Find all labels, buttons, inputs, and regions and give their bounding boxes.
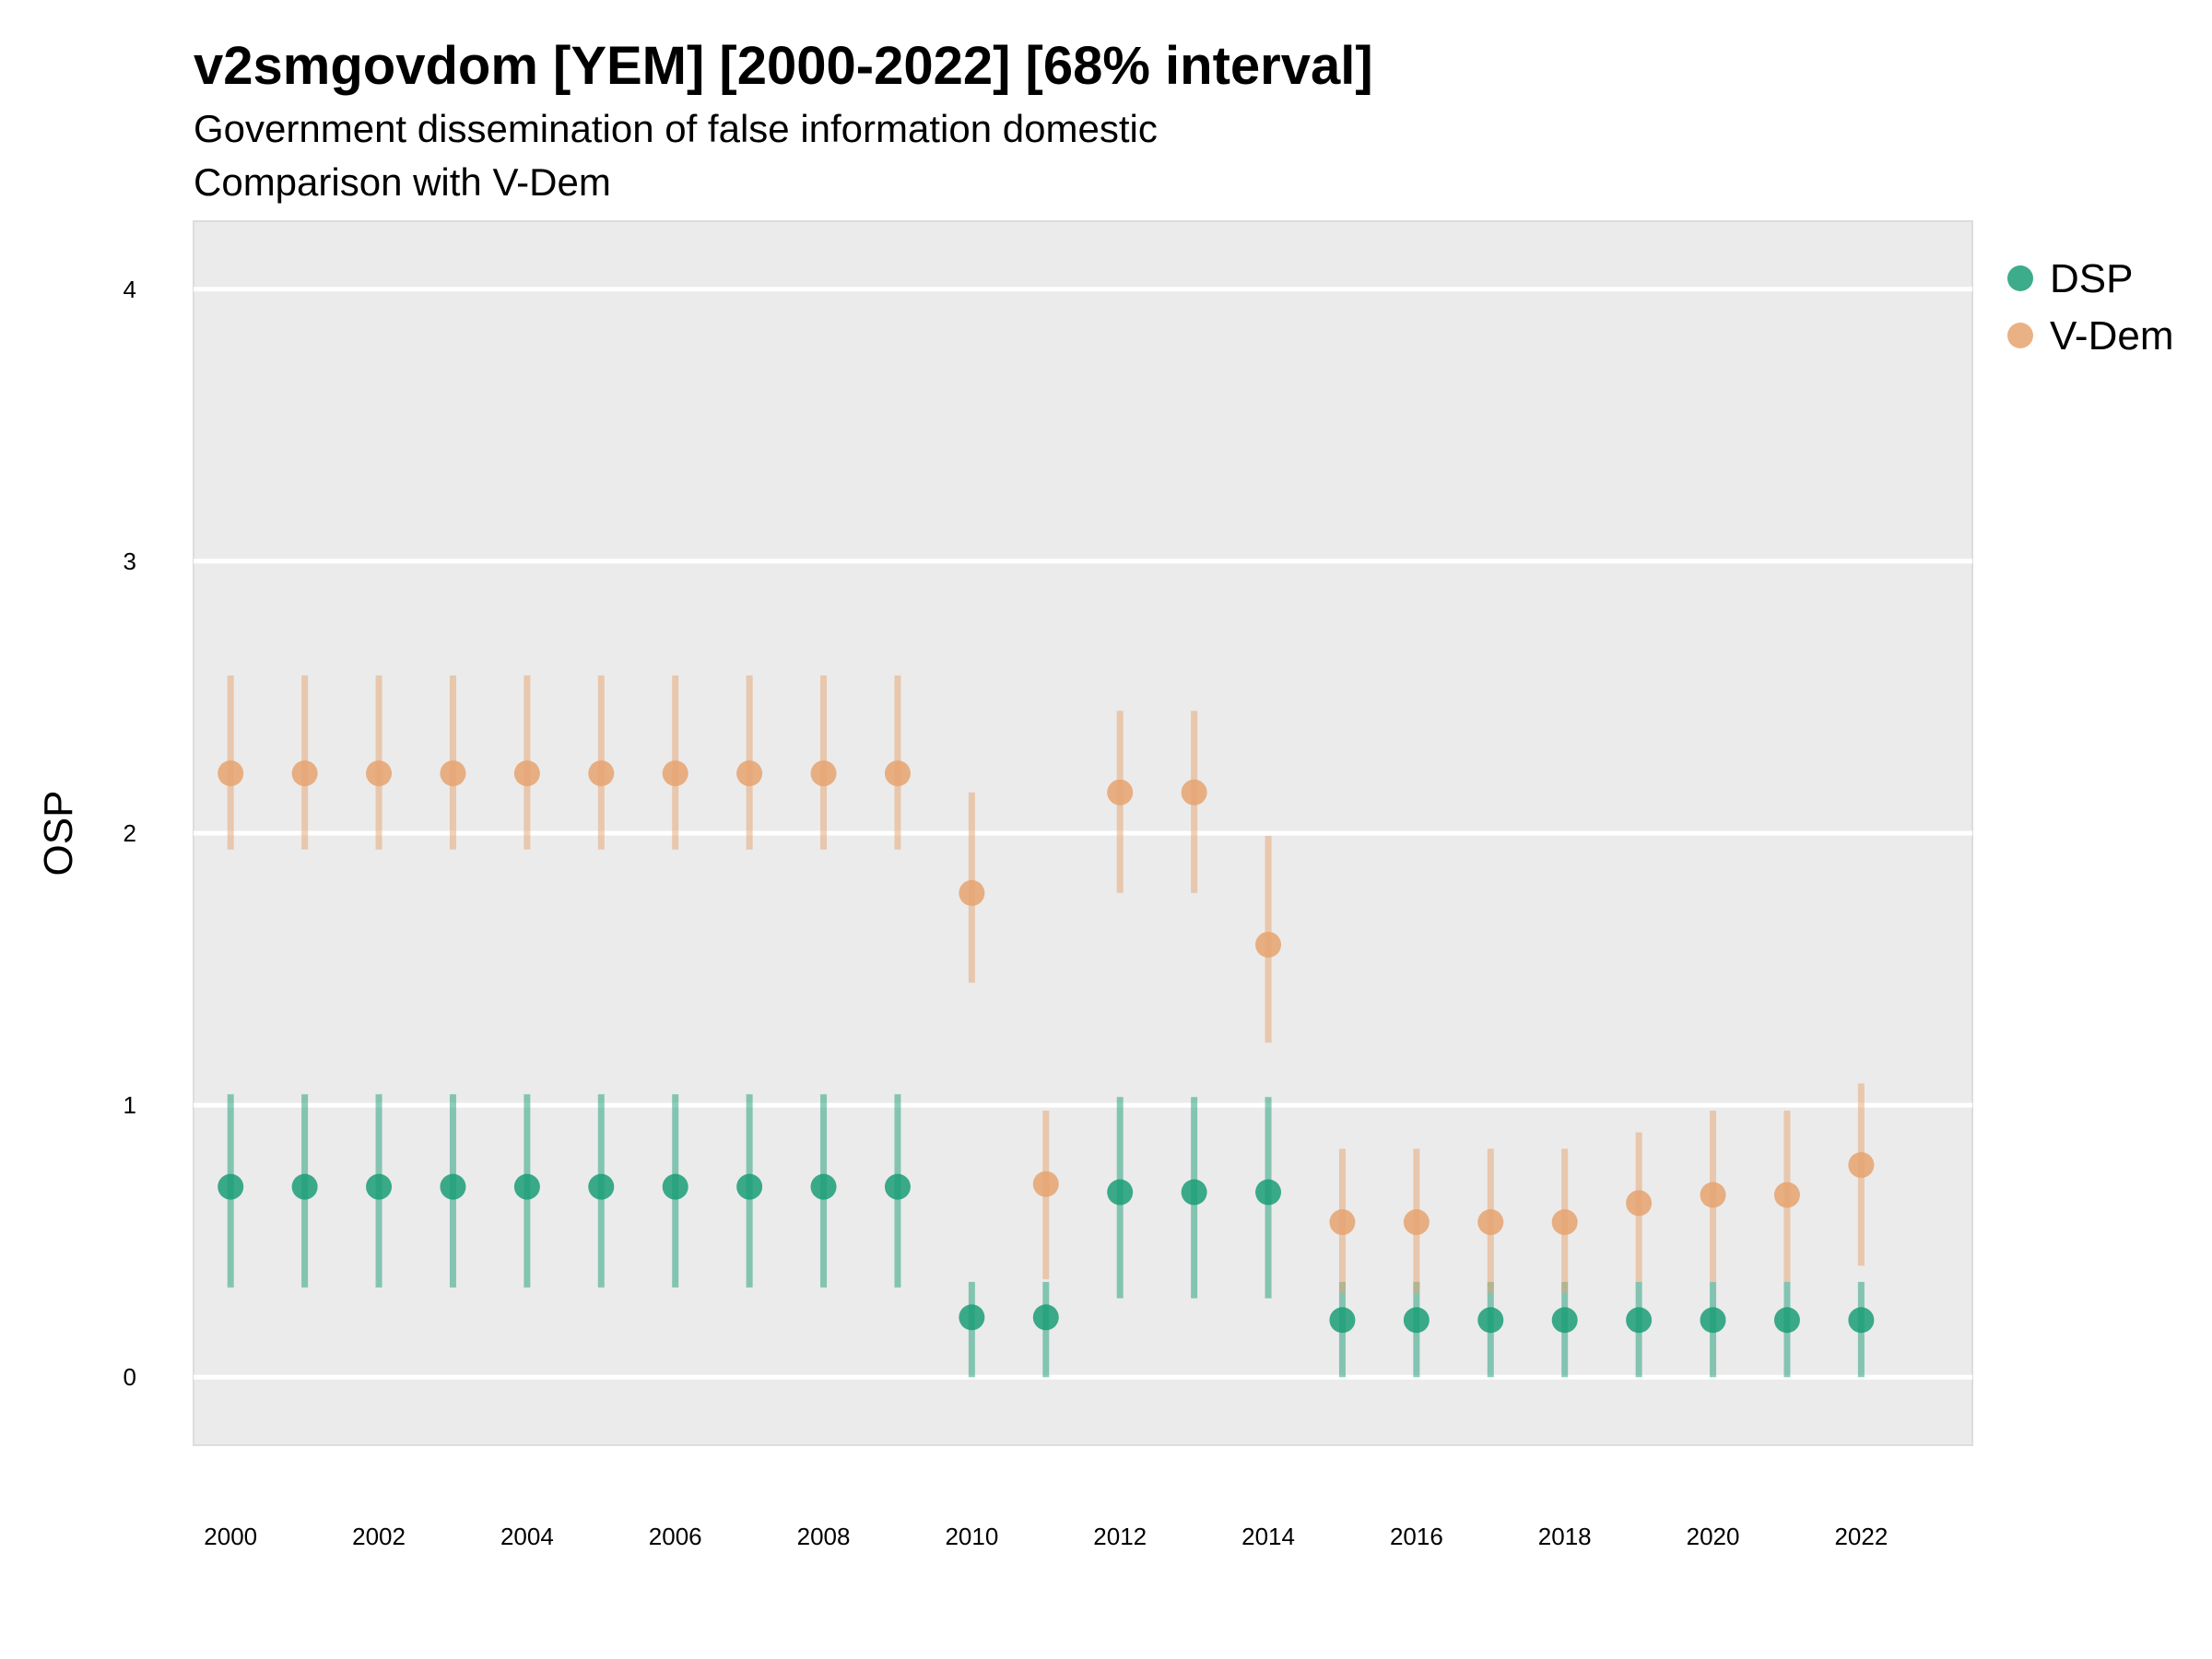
y-tick-label: 2 <box>124 819 136 847</box>
data-point <box>588 760 615 787</box>
data-point <box>291 1173 318 1200</box>
data-point <box>1403 1307 1430 1334</box>
data-point <box>1700 1307 1726 1334</box>
data-point <box>1255 1179 1282 1206</box>
series-layer <box>218 675 1875 1378</box>
x-tick-label: 2018 <box>1538 1523 1592 1550</box>
data-point <box>366 1173 393 1200</box>
x-tick-label: 2020 <box>1687 1523 1740 1550</box>
x-tick-label: 2016 <box>1390 1523 1443 1550</box>
chart-caption: Comparison with V-Dem <box>194 160 611 204</box>
data-point <box>810 760 837 787</box>
data-point <box>1626 1190 1653 1217</box>
data-point <box>736 1173 763 1200</box>
chart-subtitle: Government dissemination of false inform… <box>194 107 1158 150</box>
data-point <box>440 1173 466 1200</box>
data-point <box>1032 1171 1059 1197</box>
chart-title: v2smgovdom [YEM] [2000-2022] [68% interv… <box>194 36 1373 96</box>
data-point <box>513 1173 540 1200</box>
data-point <box>291 760 318 787</box>
data-point <box>1477 1307 1504 1334</box>
data-point <box>1107 779 1134 806</box>
data-point <box>1181 779 1207 806</box>
x-tick-label: 2022 <box>1834 1523 1888 1550</box>
legend-key <box>2007 323 2033 348</box>
x-tick-label: 2014 <box>1241 1523 1295 1550</box>
data-point <box>1551 1307 1578 1334</box>
x-tick-label: 2004 <box>500 1523 554 1550</box>
y-tick-labels: 0 1 2 3 4 <box>124 276 136 1391</box>
legend-label: V-Dem <box>2050 313 2173 359</box>
data-point <box>1700 1182 1726 1208</box>
data-point <box>810 1173 837 1200</box>
series-dsp <box>218 1094 1875 1378</box>
data-point <box>1032 1304 1059 1331</box>
data-point <box>959 879 985 906</box>
data-point <box>218 760 244 787</box>
data-point <box>513 760 540 787</box>
x-tick-label: 2010 <box>945 1523 998 1550</box>
legend-label: DSP <box>2050 256 2133 301</box>
data-point <box>1773 1182 1800 1208</box>
data-point <box>366 760 393 787</box>
y-tick-label: 4 <box>124 276 136 303</box>
data-point <box>588 1173 615 1200</box>
data-point <box>1477 1209 1504 1236</box>
y-tick-label: 1 <box>124 1091 136 1119</box>
x-tick-label: 2008 <box>797 1523 851 1550</box>
data-point <box>1329 1307 1356 1334</box>
data-point <box>1255 931 1282 958</box>
data-point <box>1848 1152 1875 1179</box>
legend-key <box>2007 265 2033 291</box>
data-point <box>1181 1179 1207 1206</box>
data-point <box>1773 1307 1800 1334</box>
data-point <box>218 1173 244 1200</box>
data-point <box>1403 1209 1430 1236</box>
x-tick-label: 2012 <box>1093 1523 1147 1550</box>
y-axis-title: OSP <box>36 791 81 877</box>
data-point <box>1626 1307 1653 1334</box>
x-tick-label: 2000 <box>204 1523 257 1550</box>
data-point <box>736 760 763 787</box>
x-tick-label: 2006 <box>649 1523 702 1550</box>
y-tick-label: 0 <box>124 1363 136 1391</box>
data-point <box>440 760 466 787</box>
data-point <box>884 760 911 787</box>
series-v-dem <box>218 675 1875 1293</box>
grid-layer <box>194 287 1972 1380</box>
y-tick-label: 3 <box>124 547 136 575</box>
data-point <box>1329 1209 1356 1236</box>
legend: DSP V-Dem <box>2007 256 2173 359</box>
data-point <box>1551 1209 1578 1236</box>
data-point <box>884 1173 911 1200</box>
data-point <box>662 1173 688 1200</box>
data-point <box>662 760 688 787</box>
data-point <box>959 1304 985 1331</box>
data-point <box>1107 1179 1134 1206</box>
x-tick-labels: 2000 2002 2004 2006 2008 2010 2012 2014 2016 2018… <box>204 1523 1888 1550</box>
x-tick-label: 2002 <box>352 1523 406 1550</box>
data-point <box>1848 1307 1875 1334</box>
